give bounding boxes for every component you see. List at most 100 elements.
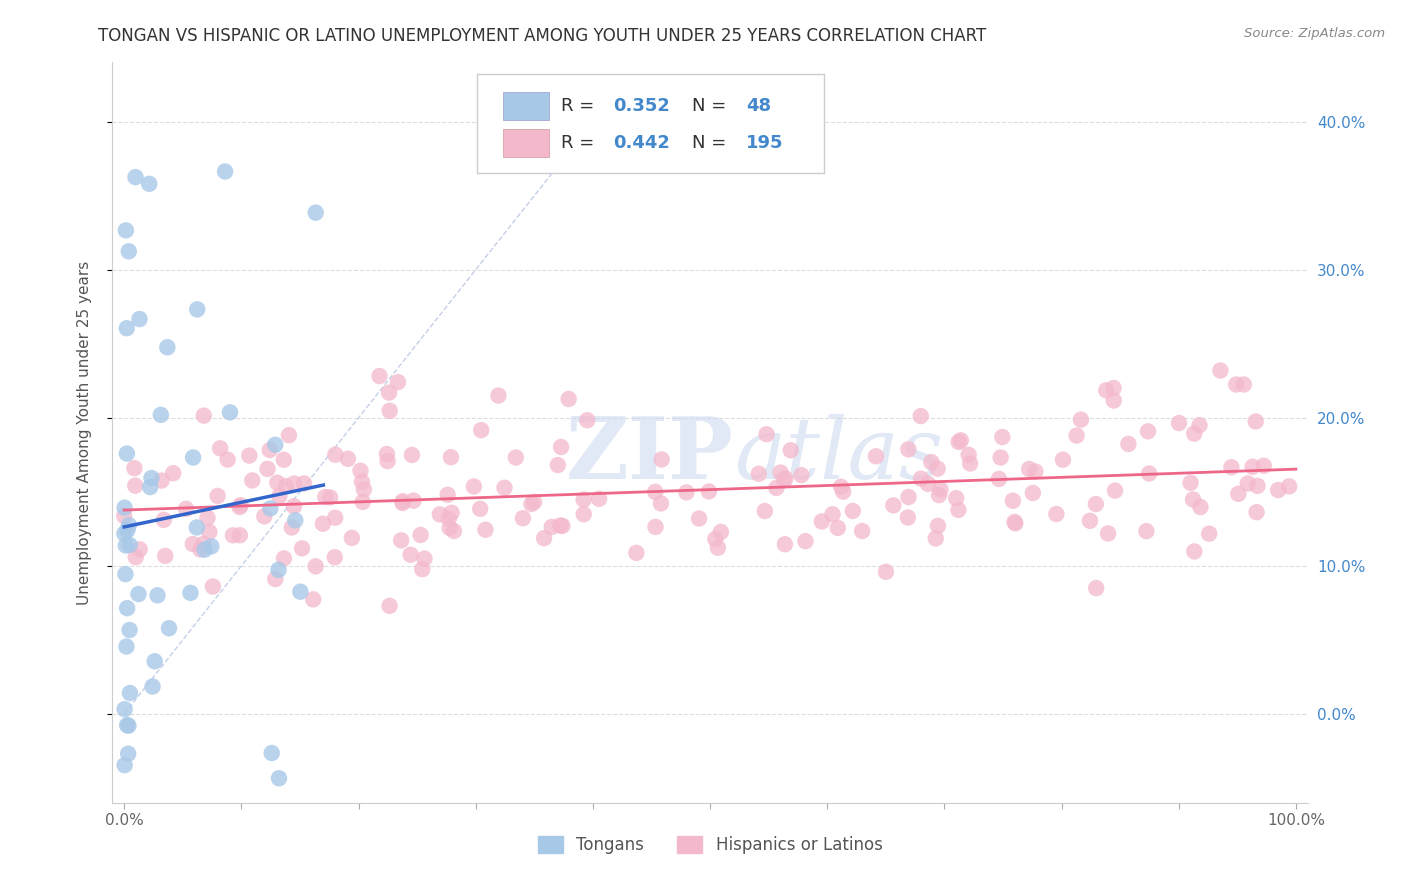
Point xyxy=(949,434,972,448)
Point xyxy=(260,746,283,760)
Point xyxy=(181,537,204,551)
Point xyxy=(505,450,527,465)
Point xyxy=(114,702,136,716)
Point xyxy=(910,409,932,423)
Point xyxy=(141,471,163,485)
Point xyxy=(269,489,291,503)
Point xyxy=(832,484,855,499)
Point xyxy=(1066,428,1088,442)
Point xyxy=(1227,487,1250,501)
Point xyxy=(266,475,288,490)
Text: 0.442: 0.442 xyxy=(613,134,671,153)
Point xyxy=(1070,412,1092,426)
Point xyxy=(1225,377,1247,392)
Point xyxy=(572,507,595,521)
Point xyxy=(1001,493,1024,508)
Point xyxy=(186,520,208,534)
Point xyxy=(551,519,574,533)
Point xyxy=(112,526,135,541)
Point xyxy=(284,513,307,527)
Point xyxy=(1078,514,1101,528)
Point xyxy=(153,513,176,527)
Bar xyxy=(503,129,548,157)
Point xyxy=(259,501,281,516)
Point xyxy=(1052,452,1074,467)
Point xyxy=(138,177,160,191)
Point xyxy=(790,468,813,483)
Point xyxy=(114,567,136,582)
Point xyxy=(302,592,325,607)
Text: 48: 48 xyxy=(747,97,770,115)
Point xyxy=(429,508,451,522)
Text: R =: R = xyxy=(561,134,599,153)
Point xyxy=(112,508,135,523)
Point xyxy=(929,483,952,497)
Point xyxy=(773,473,796,487)
Point xyxy=(1233,377,1256,392)
Point xyxy=(267,772,290,786)
Point xyxy=(115,321,138,335)
Point xyxy=(925,532,948,546)
Point xyxy=(436,488,458,502)
Point xyxy=(240,474,263,488)
Point xyxy=(114,500,136,515)
Point xyxy=(991,430,1014,444)
Point xyxy=(1118,437,1140,451)
Point xyxy=(228,500,250,514)
Point xyxy=(274,479,297,493)
Point xyxy=(1168,416,1191,430)
Point xyxy=(391,496,413,510)
Point xyxy=(917,477,939,491)
Point xyxy=(273,551,295,566)
Point xyxy=(1004,515,1026,529)
Point xyxy=(882,499,904,513)
Point xyxy=(1253,458,1275,473)
Point xyxy=(219,405,242,419)
Point xyxy=(437,511,460,525)
Point xyxy=(198,524,221,539)
Point xyxy=(391,494,413,508)
Point xyxy=(533,531,555,545)
Point xyxy=(439,521,461,535)
Point xyxy=(1045,507,1067,521)
Point xyxy=(494,481,516,495)
Point xyxy=(259,443,281,458)
Text: ZIP: ZIP xyxy=(567,413,734,497)
Point xyxy=(1182,544,1205,558)
Point xyxy=(181,450,204,465)
Point xyxy=(910,472,932,486)
Point xyxy=(1182,426,1205,441)
Point xyxy=(897,490,920,504)
Point xyxy=(547,458,569,472)
Point xyxy=(281,520,304,534)
Point xyxy=(139,480,162,494)
Point xyxy=(411,562,433,576)
Text: atlas: atlas xyxy=(734,414,943,496)
Point xyxy=(920,455,942,469)
Point xyxy=(323,510,346,524)
Point xyxy=(1246,505,1268,519)
Point xyxy=(217,452,239,467)
Point xyxy=(267,563,290,577)
Point xyxy=(520,497,543,511)
Text: 195: 195 xyxy=(747,134,783,153)
Point xyxy=(117,524,139,538)
Text: TONGAN VS HISPANIC OR LATINO UNEMPLOYMENT AMONG YOUTH UNDER 25 YEARS CORRELATION: TONGAN VS HISPANIC OR LATINO UNEMPLOYMEN… xyxy=(98,27,987,45)
Point xyxy=(174,501,197,516)
Point xyxy=(200,540,222,554)
Point xyxy=(697,484,720,499)
Point xyxy=(810,515,832,529)
Point xyxy=(352,495,374,509)
Point xyxy=(115,601,138,615)
Point xyxy=(1267,483,1289,497)
Point xyxy=(319,491,342,505)
Point xyxy=(387,375,409,389)
Point xyxy=(283,476,305,491)
Point xyxy=(1236,476,1258,491)
Point xyxy=(704,532,727,546)
Point xyxy=(1018,462,1040,476)
Point xyxy=(769,466,792,480)
Point xyxy=(1022,486,1045,500)
Point xyxy=(353,483,375,497)
Point xyxy=(865,450,887,464)
